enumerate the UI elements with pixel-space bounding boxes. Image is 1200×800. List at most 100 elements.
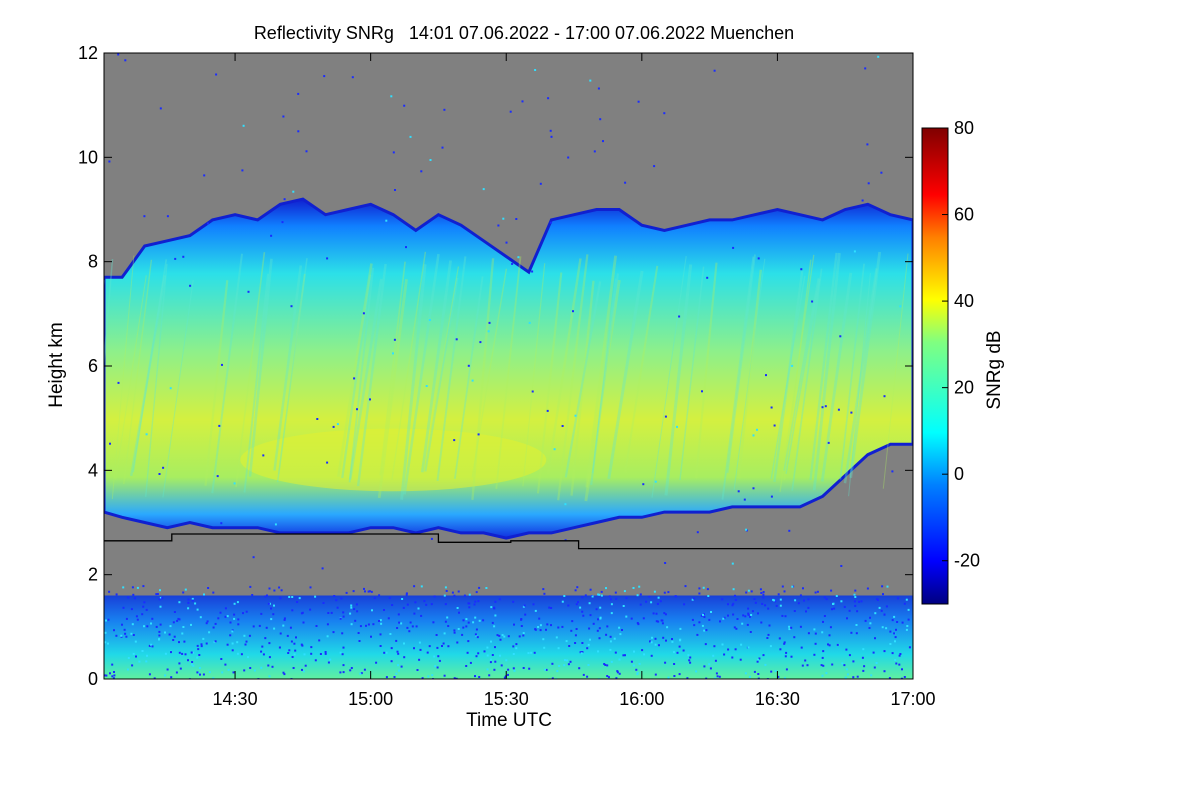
noise-dot: [550, 607, 553, 609]
noise-dot: [350, 623, 353, 626]
noise-dot: [319, 653, 322, 655]
noise-dot: [249, 585, 252, 588]
noise-dot: [236, 641, 239, 644]
noise-dot: [461, 633, 464, 636]
noise-dot: [321, 567, 324, 570]
noise-dot: [657, 620, 660, 623]
noise-dot: [303, 653, 306, 656]
noise-dot: [848, 654, 851, 657]
noise-dot: [488, 321, 491, 324]
noise-dot: [783, 590, 786, 593]
noise-dot: [806, 664, 809, 667]
noise-dot: [762, 654, 765, 657]
x-tick-label: 16:30: [755, 689, 800, 709]
noise-dot: [889, 630, 892, 633]
noise-dot: [747, 607, 750, 610]
noise-dot: [765, 374, 767, 377]
fall-streak: [624, 265, 659, 473]
noise-dot: [751, 610, 754, 613]
noise-dot: [203, 174, 206, 177]
noise-dot: [775, 604, 778, 607]
noise-dot: [615, 677, 618, 679]
noise-dot: [191, 599, 194, 602]
noise-dot: [823, 615, 826, 617]
noise-dot: [545, 628, 547, 631]
noise-dot: [443, 674, 446, 677]
noise-dot: [625, 615, 628, 618]
noise-dot: [861, 199, 864, 202]
noise-dot: [528, 321, 531, 324]
noise-dot: [848, 609, 851, 612]
noise-dot: [747, 613, 750, 616]
noise-dot: [245, 640, 248, 643]
noise-dot: [636, 673, 639, 676]
noise-dot: [678, 645, 681, 648]
noise-dot: [872, 651, 875, 654]
noise-dot: [378, 594, 381, 597]
noise-dot: [572, 310, 574, 313]
noise-dot: [131, 623, 134, 626]
noise-dot: [905, 598, 908, 601]
noise-dot: [891, 619, 894, 622]
noise-dot: [466, 651, 469, 654]
noise-dot: [883, 650, 886, 653]
noise-dot: [515, 218, 518, 220]
noise-dot: [565, 640, 568, 643]
noise-dot: [465, 618, 468, 621]
noise-dot: [472, 621, 475, 624]
noise-dot: [609, 640, 612, 643]
fall-streak: [737, 269, 762, 479]
noise-dot: [387, 617, 390, 620]
noise-dot: [219, 611, 222, 614]
noise-dot: [375, 661, 378, 664]
noise-dot: [664, 562, 667, 564]
noise-dot: [512, 600, 515, 603]
noise-dot: [768, 624, 771, 627]
noise-dot: [187, 607, 190, 610]
noise-dot: [592, 622, 595, 625]
noise-dot: [367, 590, 370, 593]
noise-dot: [298, 597, 301, 600]
noise-dot: [783, 642, 786, 645]
noise-dot: [322, 602, 325, 604]
noise-dot: [292, 667, 295, 669]
noise-dot: [862, 669, 865, 672]
noise-dot: [164, 652, 167, 655]
noise-dot: [444, 620, 447, 623]
noise-dot: [704, 643, 707, 646]
noise-dot: [597, 593, 600, 596]
noise-dot: [882, 593, 884, 596]
noise-dot: [349, 669, 352, 672]
noise-dot: [318, 639, 321, 642]
noise-dot: [305, 150, 308, 153]
noise-dot: [802, 587, 804, 590]
noise-dot: [599, 118, 602, 121]
noise-dot: [708, 618, 711, 621]
noise-dot: [593, 150, 596, 153]
noise-dot: [483, 650, 486, 653]
noise-dot: [379, 645, 382, 647]
noise-dot: [395, 672, 398, 675]
noise-dot: [773, 599, 776, 602]
noise-dot: [117, 53, 120, 56]
noise-dot: [840, 565, 843, 567]
noise-dot: [161, 597, 164, 600]
noise-dot: [692, 597, 695, 600]
noise-dot: [310, 652, 313, 655]
noise-dot: [475, 655, 478, 658]
noise-dot: [393, 338, 396, 341]
noise-dot: [732, 613, 735, 616]
noise-dot: [544, 668, 546, 671]
noise-dot: [349, 612, 352, 615]
noise-dot: [703, 665, 706, 668]
noise-dot: [468, 593, 471, 596]
noise-dot: [406, 603, 409, 606]
noise-dot: [293, 642, 296, 645]
noise-dot: [370, 635, 372, 638]
noise-dot: [427, 675, 430, 678]
fall-streak: [839, 263, 865, 480]
noise-dot: [414, 601, 417, 604]
noise-dot: [852, 660, 855, 663]
noise-dot: [716, 675, 719, 678]
noise-dot: [173, 635, 176, 638]
